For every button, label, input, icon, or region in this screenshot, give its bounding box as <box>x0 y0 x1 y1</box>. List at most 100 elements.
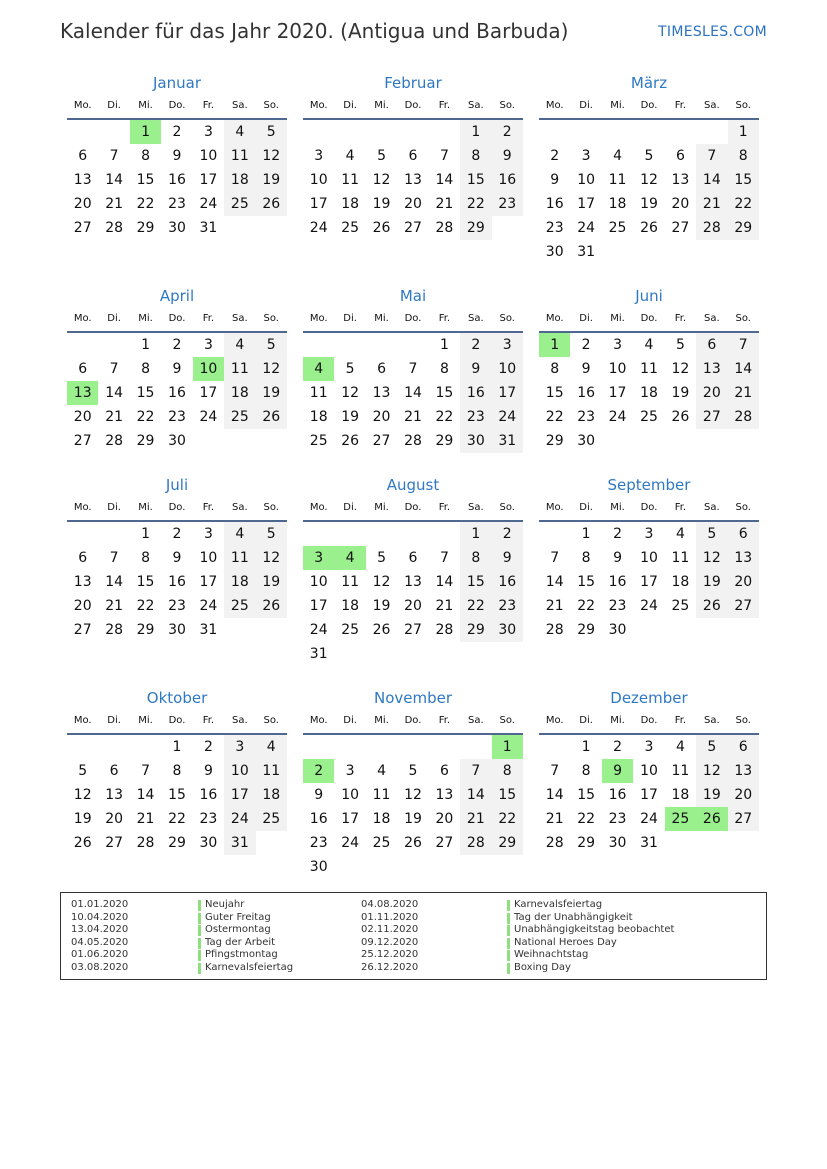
day[interactable]: 28 <box>105 622 124 638</box>
day[interactable]: 27 <box>372 433 391 449</box>
day[interactable]: 23 <box>608 811 627 827</box>
day[interactable]: 8 <box>439 361 449 377</box>
day[interactable]: 26 <box>255 405 287 429</box>
day[interactable]: 19 <box>696 570 728 594</box>
day[interactable]: 15 <box>577 787 596 803</box>
day[interactable]: 23 <box>199 811 218 827</box>
day[interactable]: 1 <box>727 120 759 144</box>
day[interactable]: 24 <box>199 598 218 614</box>
day[interactable]: 18 <box>608 196 627 212</box>
day[interactable]: 23 <box>309 835 328 851</box>
day[interactable]: 7 <box>408 361 418 377</box>
day[interactable]: 28 <box>545 622 564 638</box>
day[interactable]: 13 <box>727 546 759 570</box>
day[interactable]: 4 <box>224 120 256 144</box>
day[interactable]: 23 <box>545 220 564 236</box>
day[interactable]: 22 <box>577 598 596 614</box>
day[interactable]: 4 <box>613 148 623 164</box>
day[interactable]: 8 <box>581 763 591 779</box>
day[interactable]: 12 <box>255 144 287 168</box>
day[interactable]: 9 <box>550 172 560 188</box>
day[interactable]: 6 <box>408 550 418 566</box>
day[interactable]: 17 <box>224 783 256 807</box>
day[interactable]: 17 <box>309 196 328 212</box>
day[interactable]: 1 <box>439 337 449 353</box>
day[interactable]: 17 <box>309 598 328 614</box>
day[interactable]: 18 <box>671 574 690 590</box>
day[interactable]: 21 <box>404 409 422 425</box>
day[interactable]: 2 <box>203 739 213 755</box>
day[interactable]: 6 <box>696 333 728 357</box>
day[interactable]: 8 <box>460 546 492 570</box>
day[interactable]: 24 <box>640 811 658 827</box>
day[interactable]: 7 <box>727 333 759 357</box>
day[interactable]: 27 <box>404 220 422 236</box>
day[interactable]: 14 <box>105 574 124 590</box>
day[interactable]: 29 <box>460 216 492 240</box>
day[interactable]: 23 <box>168 196 186 212</box>
day[interactable]: 31 <box>309 646 328 662</box>
day[interactable]: 17 <box>199 172 218 188</box>
day[interactable]: 20 <box>404 598 422 614</box>
day[interactable]: 5 <box>255 120 287 144</box>
day[interactable]: 20 <box>73 598 92 614</box>
day[interactable]: 26 <box>696 594 728 618</box>
day[interactable]: 29 <box>136 622 155 638</box>
day[interactable]: 18 <box>341 598 360 614</box>
day[interactable]: 25 <box>372 835 391 851</box>
day[interactable]: 25 <box>640 409 658 425</box>
holiday-day[interactable]: 1 <box>491 735 523 759</box>
day[interactable]: 6 <box>78 148 88 164</box>
day[interactable]: 25 <box>608 220 627 236</box>
day[interactable]: 17 <box>199 385 218 401</box>
day[interactable]: 24 <box>199 409 218 425</box>
day[interactable]: 25 <box>224 405 256 429</box>
day[interactable]: 5 <box>377 148 387 164</box>
day[interactable]: 9 <box>460 357 492 381</box>
day[interactable]: 21 <box>460 807 492 831</box>
day[interactable]: 28 <box>545 835 564 851</box>
day[interactable]: 23 <box>608 598 627 614</box>
day[interactable]: 29 <box>435 433 454 449</box>
day[interactable]: 17 <box>199 574 218 590</box>
day[interactable]: 1 <box>141 337 151 353</box>
day[interactable]: 2 <box>491 522 523 546</box>
day[interactable]: 11 <box>341 574 360 590</box>
day[interactable]: 24 <box>608 409 627 425</box>
day[interactable]: 17 <box>608 385 627 401</box>
day[interactable]: 25 <box>224 594 256 618</box>
day[interactable]: 2 <box>172 124 182 140</box>
day[interactable]: 20 <box>435 811 454 827</box>
day[interactable]: 6 <box>675 148 685 164</box>
day[interactable]: 28 <box>105 433 124 449</box>
day[interactable]: 30 <box>491 618 523 642</box>
day[interactable]: 22 <box>136 598 155 614</box>
day[interactable]: 15 <box>136 172 155 188</box>
day[interactable]: 21 <box>136 811 155 827</box>
day[interactable]: 13 <box>404 574 422 590</box>
day[interactable]: 31 <box>199 220 218 236</box>
holiday-day[interactable]: 9 <box>601 759 634 783</box>
brand-link[interactable]: TIMESLES.COM <box>658 24 767 40</box>
day[interactable]: 25 <box>309 433 328 449</box>
day[interactable]: 8 <box>727 144 759 168</box>
day[interactable]: 31 <box>577 244 596 260</box>
day[interactable]: 10 <box>309 172 328 188</box>
day[interactable]: 17 <box>577 196 596 212</box>
day[interactable]: 2 <box>460 333 492 357</box>
day[interactable]: 1 <box>460 120 492 144</box>
day[interactable]: 2 <box>172 337 182 353</box>
day[interactable]: 7 <box>109 550 119 566</box>
day[interactable]: 11 <box>224 144 256 168</box>
day[interactable]: 4 <box>345 148 355 164</box>
day[interactable]: 9 <box>613 550 623 566</box>
day[interactable]: 24 <box>199 196 218 212</box>
day[interactable]: 15 <box>491 783 523 807</box>
day[interactable]: 4 <box>675 526 685 542</box>
day[interactable]: 29 <box>168 835 186 851</box>
day[interactable]: 20 <box>73 196 92 212</box>
day[interactable]: 14 <box>435 172 454 188</box>
day[interactable]: 5 <box>675 337 685 353</box>
day[interactable]: 5 <box>696 735 728 759</box>
day[interactable]: 31 <box>199 622 218 638</box>
